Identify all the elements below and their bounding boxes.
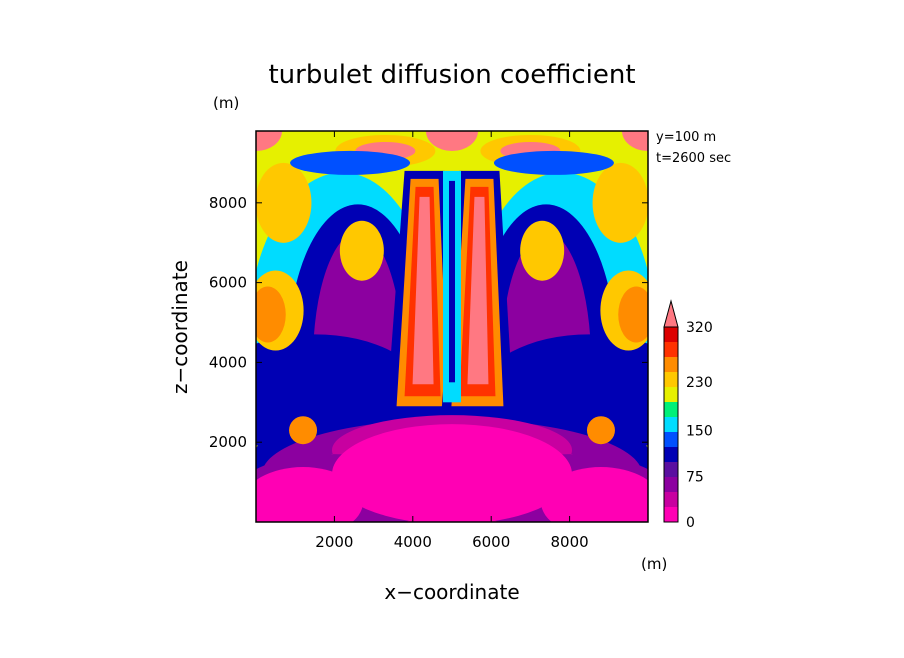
chart-title: turbulet diffusion coefficient [268, 60, 635, 90]
z-tick-label: 8000 [209, 194, 247, 212]
field-plume-core [467, 196, 489, 385]
x-tick-label: 2000 [315, 533, 353, 551]
colorbar-segment [664, 342, 678, 357]
colorbar-segment [664, 372, 678, 387]
field-plume-core [412, 196, 434, 385]
field-side-high [592, 162, 648, 243]
field-corner [256, 131, 282, 151]
colorbar-tick-label: 230 [686, 375, 713, 391]
x-tick-label: 6000 [472, 533, 510, 551]
colorbar-tick-label: 75 [686, 469, 704, 485]
colorbar-segment [664, 357, 678, 372]
field-spot [339, 220, 384, 281]
colorbar-tick-label: 0 [686, 515, 695, 531]
colorbar-segment [664, 507, 678, 522]
colorbar-segment [664, 492, 678, 507]
colorbar-segment [664, 417, 678, 432]
z-tick-label: 4000 [209, 353, 247, 371]
field-spot [289, 416, 318, 445]
colorbar-extend-arrow [663, 299, 679, 328]
colorbar-segment [664, 432, 678, 447]
z-axis: 2000 4000 6000 8000 [209, 194, 648, 451]
colorbar-segment [664, 387, 678, 402]
plot-frame [255, 130, 649, 523]
x-tick-label: 8000 [551, 533, 589, 551]
colorbar-tick-label: 150 [686, 424, 713, 440]
field-corner [622, 131, 648, 151]
colorbar-segment [664, 447, 678, 462]
z-tick-label: 6000 [209, 274, 247, 292]
colorbar-segment [664, 327, 678, 342]
colorbar-segment [664, 462, 678, 477]
colorbar-tick-label: 320 [686, 320, 713, 336]
z-axis-label: z−coordinate [168, 260, 192, 394]
x-axis-label: x−coordinate [384, 580, 519, 604]
annotation-y: y=100 m [656, 130, 716, 145]
colorbar-segment [664, 402, 678, 417]
field-side-high [256, 286, 286, 343]
x-tick-label: 4000 [394, 533, 432, 551]
x-unit-label: (m) [641, 555, 667, 573]
field-low-pool [332, 424, 572, 522]
z-tick-label: 2000 [209, 433, 247, 451]
field-core-center [449, 180, 455, 383]
contour-field [256, 131, 648, 522]
field-cap-ring [493, 150, 614, 175]
field-spot [586, 416, 615, 445]
field-spot [520, 220, 565, 281]
field-cap-ring [290, 150, 411, 175]
field-corner [426, 131, 478, 151]
z-unit-label: (m) [213, 94, 239, 112]
annotation-t: t=2600 sec [656, 151, 731, 166]
colorbar-frame [663, 326, 679, 523]
colorbar-segment [664, 477, 678, 492]
plot-area [256, 131, 648, 522]
colorbar: 0 75 150 230 320 [663, 299, 713, 531]
x-axis: 2000 4000 6000 8000 [315, 131, 589, 551]
field-side-high [256, 162, 312, 243]
field-side-high [618, 286, 648, 343]
